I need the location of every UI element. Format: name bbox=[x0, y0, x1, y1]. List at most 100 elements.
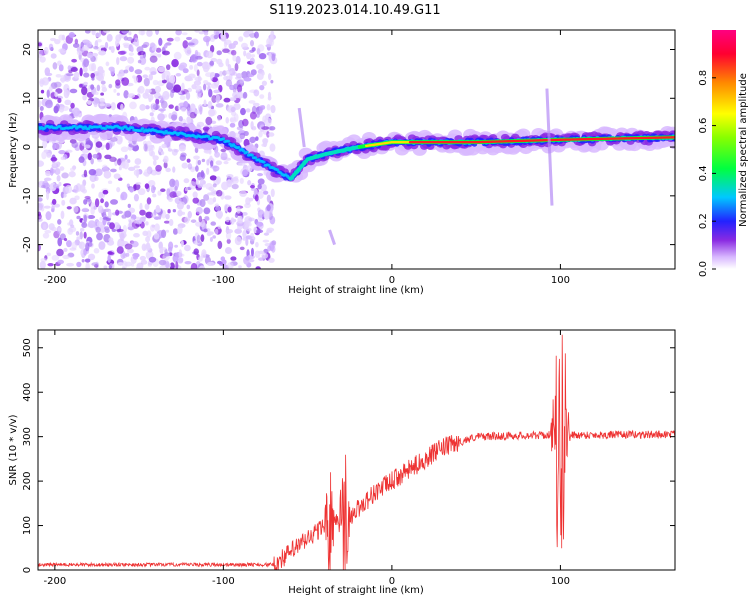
noise-blob bbox=[250, 247, 254, 257]
noise-blob bbox=[179, 154, 186, 162]
noise-blob bbox=[144, 203, 150, 210]
noise-blob bbox=[245, 238, 249, 246]
noise-blob bbox=[70, 224, 75, 228]
noise-blob bbox=[189, 111, 197, 119]
noise-blob bbox=[243, 77, 252, 82]
noise-blob bbox=[149, 55, 158, 63]
noise-blob bbox=[234, 236, 242, 246]
noise-blob bbox=[69, 197, 77, 205]
noise-blob bbox=[93, 205, 97, 210]
noise-blob bbox=[64, 99, 72, 106]
noise-blob bbox=[51, 208, 55, 213]
noise-blob bbox=[71, 241, 77, 250]
noise-blob bbox=[155, 47, 162, 53]
noise-blob bbox=[107, 210, 112, 219]
noise-blob bbox=[199, 179, 206, 185]
noise-blob bbox=[95, 141, 103, 148]
noise-blob bbox=[216, 50, 222, 56]
noise-blob bbox=[130, 263, 135, 267]
noise-blob bbox=[71, 140, 79, 148]
noise-blob bbox=[255, 266, 261, 269]
noise-blob bbox=[53, 105, 59, 114]
noise-blob bbox=[135, 219, 143, 225]
noise-blob bbox=[99, 45, 106, 49]
noise-blob bbox=[98, 205, 104, 214]
noise-blob bbox=[245, 108, 251, 113]
noise-blob bbox=[55, 73, 62, 78]
ridge-blob bbox=[262, 160, 266, 164]
noise-blob bbox=[56, 248, 64, 257]
snr-xtick-label: -200 bbox=[44, 576, 67, 587]
noise-blob bbox=[41, 77, 50, 86]
noise-blob bbox=[115, 79, 121, 86]
noise-blob bbox=[257, 209, 265, 218]
noise-blob bbox=[134, 158, 142, 165]
noise-blob bbox=[165, 213, 170, 220]
noise-blob bbox=[209, 155, 213, 162]
noise-blob bbox=[155, 30, 160, 35]
noise-blob bbox=[160, 151, 165, 155]
noise-blob bbox=[230, 177, 239, 185]
noise-blob bbox=[101, 84, 106, 89]
noise-blob bbox=[59, 166, 65, 171]
noise-blob bbox=[258, 130, 263, 138]
noise-blob bbox=[252, 102, 260, 107]
noise-blob bbox=[110, 45, 115, 54]
noise-blob bbox=[186, 116, 192, 124]
noise-blob bbox=[54, 142, 62, 150]
noise-blob bbox=[197, 159, 202, 166]
noise-blob bbox=[126, 36, 133, 42]
noise-blob bbox=[118, 33, 122, 40]
noise-blob bbox=[129, 101, 137, 110]
noise-blob bbox=[99, 97, 105, 103]
noise-blob bbox=[53, 203, 61, 208]
noise-blob bbox=[85, 137, 91, 145]
noise-blob bbox=[93, 248, 100, 254]
noise-blob bbox=[227, 206, 232, 213]
noise-blob bbox=[96, 38, 102, 43]
noise-blob bbox=[65, 184, 73, 194]
noise-blob bbox=[215, 176, 221, 185]
noise-blob bbox=[158, 37, 163, 46]
noise-blob bbox=[187, 211, 192, 219]
noise-blob bbox=[171, 148, 178, 156]
noise-blob bbox=[201, 158, 206, 163]
noise-blob bbox=[46, 152, 52, 158]
spectrogram-ytick-label: -20 bbox=[22, 236, 33, 252]
noise-blob bbox=[264, 243, 271, 247]
noise-blob bbox=[242, 237, 247, 241]
noise-blob bbox=[128, 52, 135, 56]
noise-blob bbox=[216, 58, 223, 65]
noise-blob bbox=[204, 217, 210, 221]
noise-blob bbox=[73, 71, 80, 79]
noise-blob bbox=[266, 131, 270, 138]
noise-blob bbox=[175, 261, 179, 269]
noise-blob bbox=[145, 236, 151, 243]
noise-blob bbox=[185, 91, 191, 100]
noise-blob bbox=[122, 160, 129, 170]
noise-blob bbox=[250, 54, 256, 58]
noise-blob bbox=[43, 149, 49, 153]
noise-blob bbox=[239, 177, 244, 185]
noise-blob bbox=[148, 256, 157, 263]
noise-blob bbox=[71, 58, 77, 63]
noise-blob bbox=[197, 183, 203, 188]
noise-blob bbox=[110, 137, 118, 142]
noise-blob bbox=[263, 117, 272, 127]
noise-blob bbox=[67, 65, 72, 71]
noise-blob bbox=[179, 62, 188, 69]
noise-blob bbox=[46, 89, 50, 99]
noise-blob bbox=[38, 100, 42, 108]
noise-blob bbox=[181, 211, 186, 215]
noise-blob bbox=[168, 219, 174, 226]
noise-blob bbox=[97, 159, 103, 163]
noise-blob bbox=[195, 165, 199, 172]
noise-blob bbox=[94, 168, 103, 177]
noise-blob bbox=[166, 37, 174, 42]
noise-blob bbox=[120, 146, 129, 153]
noise-blob bbox=[70, 102, 75, 109]
noise-blob bbox=[202, 83, 207, 91]
noise-blob bbox=[78, 83, 83, 88]
noise-blob bbox=[258, 257, 264, 261]
noise-blob bbox=[153, 216, 160, 220]
